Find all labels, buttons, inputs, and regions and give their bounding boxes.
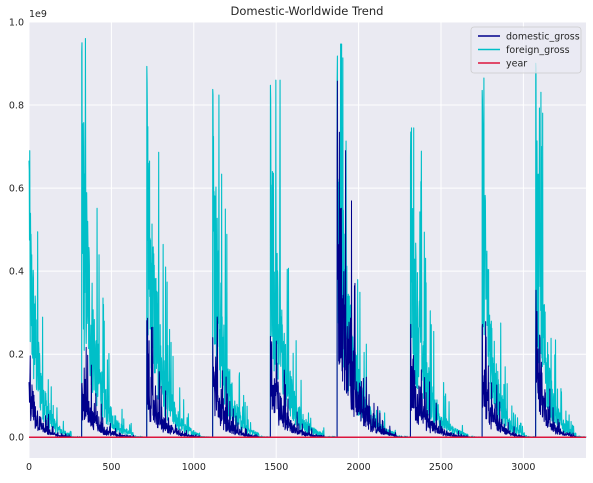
y-tick-label: 0.0 (9, 433, 24, 444)
x-tick-label: 1500 (264, 462, 288, 473)
x-tick-label: 1000 (182, 462, 206, 473)
x-tick-label: 0 (26, 462, 32, 473)
series-line-foreign-gross (28, 38, 587, 438)
y-tick-label: 0.6 (9, 184, 24, 195)
legend-label: year (506, 59, 527, 70)
chart-title: Domestic-Worldwide Trend (231, 4, 384, 18)
series-lines (28, 38, 587, 438)
x-tick-label: 3000 (511, 462, 535, 473)
y-offset-label: 1e9 (29, 9, 47, 20)
y-tick-label: 0.4 (9, 267, 24, 278)
plot-background (29, 22, 586, 458)
x-tick-label: 2000 (346, 462, 370, 473)
y-tick-label: 0.8 (9, 101, 24, 112)
y-tick-label: 0.2 (9, 350, 24, 361)
x-tick-label: 2500 (429, 462, 453, 473)
series-line-domestic-gross (28, 80, 587, 438)
x-tick-label: 500 (102, 462, 120, 473)
legend-label: domestic_gross (506, 32, 580, 43)
legend-label: foreign_gross (506, 45, 570, 56)
tick-labels: 0 500 1000 1500 2000 2500 3000 0.0 0.2 0.4 0.6 0.8 1… (9, 18, 536, 474)
grid-lines (28, 21, 586, 458)
legend-box (470, 26, 582, 74)
y-tick-label: 1.0 (9, 18, 24, 29)
